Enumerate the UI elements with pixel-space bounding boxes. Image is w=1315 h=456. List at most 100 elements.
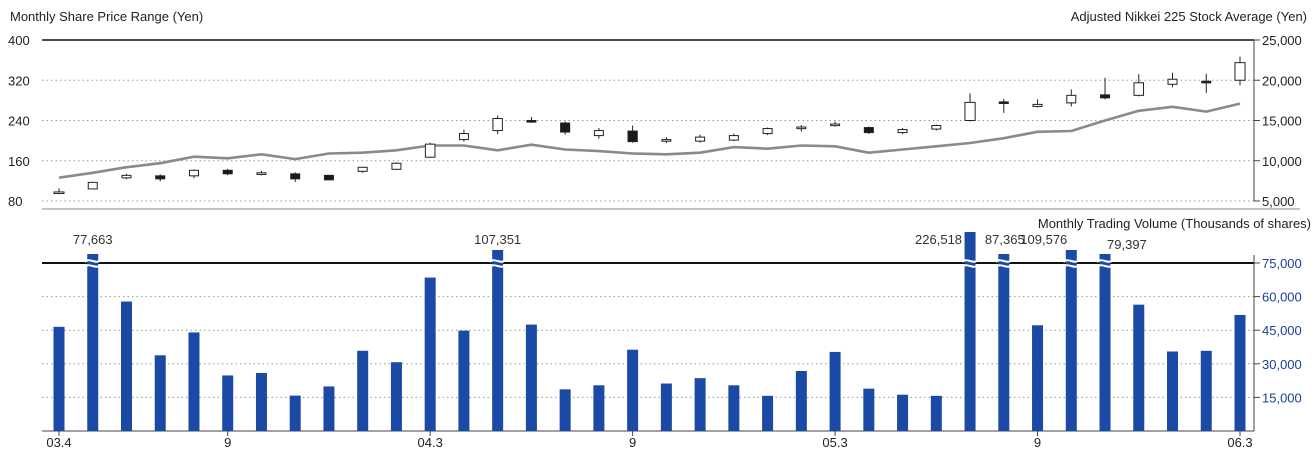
x-tick-label: 06.3	[1227, 435, 1252, 450]
candle-up	[762, 128, 773, 135]
candle-up	[593, 130, 604, 137]
volume-bar	[863, 388, 875, 431]
volume-bar	[1234, 314, 1246, 431]
marks-layer	[53, 56, 1246, 431]
axis-break-mark	[961, 259, 979, 263]
axis-break-mark	[488, 264, 507, 268]
candle-up	[188, 169, 199, 177]
candle-up	[897, 129, 908, 134]
price-tick-label: 80	[8, 194, 22, 209]
volume-bar	[525, 324, 537, 431]
volume-bar	[120, 301, 132, 431]
volume-bar	[660, 383, 672, 431]
candle-up	[424, 143, 436, 158]
price-chart-title: Monthly Share Price Range (Yen)	[10, 9, 203, 24]
nikkei-tick-label: 15,000	[1262, 114, 1302, 129]
candle-up	[492, 117, 503, 132]
volume-bar	[559, 389, 571, 431]
volume-tick-label: 15,000	[1262, 390, 1302, 405]
axis-break-mark	[995, 259, 1013, 263]
candle-down	[863, 127, 874, 134]
candle-up	[53, 191, 65, 195]
axis-break-mark	[1096, 259, 1114, 263]
volume-bar	[154, 355, 166, 431]
volume-bar	[1099, 254, 1111, 431]
volume-bar	[1032, 325, 1044, 431]
volume-bar	[357, 350, 369, 431]
volume-bar	[897, 394, 909, 431]
x-tick-label: 9	[224, 435, 231, 450]
axis-break-mark	[995, 264, 1013, 268]
nikkei-tick-label: 25,000	[1262, 33, 1302, 48]
volume-bar	[694, 378, 706, 431]
volume-bar	[492, 250, 504, 431]
candle-up	[1133, 82, 1145, 96]
candle-up	[357, 166, 368, 172]
x-tick-label: 9	[1034, 435, 1041, 450]
volume-bar	[998, 254, 1010, 431]
volume-bar	[458, 330, 470, 431]
axis-break-mark	[84, 259, 102, 263]
x-tick-label: 04.3	[418, 435, 443, 450]
candle-down	[323, 174, 334, 181]
axis-break-mark	[1062, 259, 1080, 263]
candle-up	[1066, 94, 1077, 104]
price-tick-label: 160	[8, 154, 30, 169]
candle-down	[222, 169, 233, 175]
axis-break-mark	[1062, 264, 1080, 268]
volume-bar	[1167, 351, 1179, 431]
nikkei-tick-label: 20,000	[1262, 73, 1302, 88]
nikkei-tick-label: 5,000	[1262, 194, 1295, 209]
volume-data-label: 77,663	[73, 232, 113, 247]
candle-down	[155, 175, 166, 180]
volume-tick-label: 60,000	[1262, 290, 1302, 305]
volume-bar	[593, 385, 605, 431]
volume-data-label: 87,365	[985, 232, 1025, 247]
price-tick-label: 400	[8, 33, 30, 48]
candle-down	[1100, 94, 1111, 99]
candle-down	[998, 101, 1009, 104]
candle-up	[830, 123, 841, 127]
grid-layer	[42, 39, 1300, 436]
volume-bar	[1133, 304, 1145, 431]
volume-bar	[289, 395, 301, 431]
candle-up	[121, 174, 132, 179]
volume-bar	[795, 370, 807, 431]
price-tick-label: 320	[8, 73, 30, 88]
candle-up	[796, 126, 807, 130]
candle-up	[256, 172, 267, 175]
volume-bar	[323, 386, 335, 431]
volume-tick-label: 75,000	[1262, 256, 1302, 271]
volume-data-label: 79,397	[1107, 237, 1147, 252]
candle-down	[290, 173, 301, 180]
candle-down	[560, 122, 571, 133]
volume-tick-label: 45,000	[1262, 323, 1302, 338]
volume-bar	[728, 385, 740, 431]
volume-bar	[222, 375, 234, 431]
candle-up	[931, 125, 942, 130]
nikkei-tick-label: 10,000	[1262, 154, 1302, 169]
candle-down	[627, 130, 638, 143]
candle-down	[526, 120, 537, 123]
axis-break-mark	[1096, 264, 1114, 268]
volume-bar	[424, 277, 436, 431]
volume-bar	[1200, 350, 1212, 431]
text-layer: 400 320 240 160 80 25,000 20,000 15,000 10,000 5,…	[8, 33, 1302, 450]
price-tick-label: 240	[8, 114, 30, 129]
candle-up	[728, 135, 739, 141]
candle-up	[87, 181, 98, 190]
x-tick-label: 9	[629, 435, 636, 450]
volume-bar	[762, 395, 774, 431]
candle-up	[458, 133, 469, 141]
x-tick-label: 05.3	[822, 435, 847, 450]
axis-break-mark	[84, 264, 102, 268]
candle-up	[391, 162, 402, 170]
candle-up	[1167, 78, 1178, 85]
volume-bar	[87, 254, 99, 431]
volume-bar	[829, 351, 841, 431]
candle-up	[695, 136, 706, 142]
candle-up	[964, 101, 976, 121]
candle-up	[1234, 62, 1246, 81]
